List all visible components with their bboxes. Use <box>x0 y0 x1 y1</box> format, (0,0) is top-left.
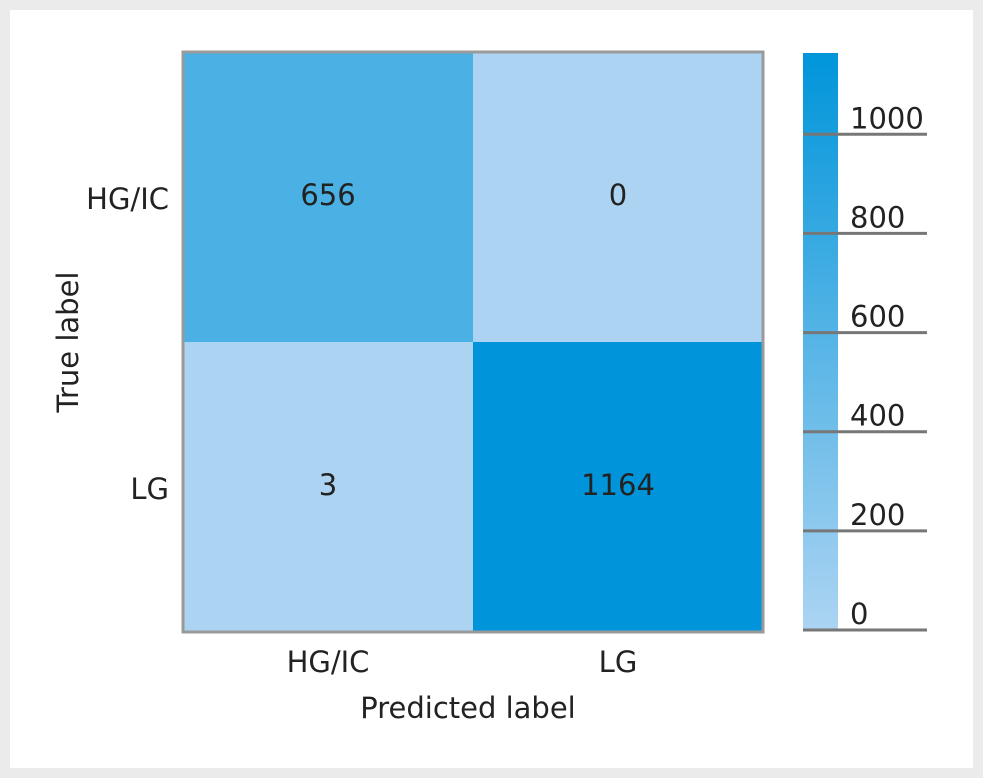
cell-label: 0 <box>609 178 627 212</box>
x-tick-label: LG <box>599 645 638 679</box>
x-axis-label: Predicted label <box>360 691 576 725</box>
cell <box>183 342 473 632</box>
cell-label: 656 <box>300 178 355 212</box>
cell <box>473 52 763 342</box>
colorbar-tick-label: 1000 <box>850 101 924 135</box>
cell <box>183 52 473 342</box>
colorbar-tick-label: 400 <box>850 399 905 433</box>
x-tick-label: HG/IC <box>287 645 370 679</box>
cell-label: 1164 <box>581 468 655 502</box>
y-tick-label: HG/IC <box>86 182 169 216</box>
y-axis-label: True label <box>51 272 85 414</box>
matrix-border <box>181 50 765 634</box>
colorbar-tick-label: 200 <box>850 498 905 532</box>
colorbar <box>803 53 838 630</box>
cell-label: 3 <box>319 468 337 502</box>
y-tick-label: LG <box>130 472 169 506</box>
cell <box>473 342 763 632</box>
colorbar-tick-label: 600 <box>850 300 905 334</box>
colorbar-tick-label: 0 <box>850 597 868 631</box>
colorbar-tick-label: 800 <box>850 200 905 234</box>
